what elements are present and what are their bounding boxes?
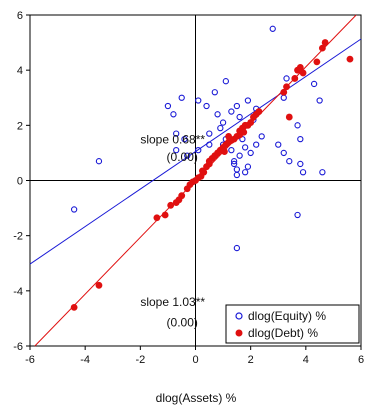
equity-point xyxy=(316,97,323,104)
legend: dlog(Equity) % dlog(Debt) % xyxy=(225,304,360,344)
equity-point xyxy=(211,89,218,96)
equity-point xyxy=(170,111,177,118)
debt-point xyxy=(299,69,307,77)
equity-point xyxy=(206,141,213,148)
equity-point xyxy=(280,94,287,101)
debt-point xyxy=(296,64,304,71)
equity-point xyxy=(230,158,238,165)
debt-point xyxy=(153,214,161,222)
equity-point xyxy=(206,130,213,137)
y-tick-label: -6 xyxy=(13,341,23,353)
equity-point xyxy=(230,160,238,168)
slope-annotation: slope 0.68** xyxy=(140,132,205,146)
equity-point xyxy=(233,102,241,110)
equity-point xyxy=(233,171,241,179)
y-tick-label: 2 xyxy=(17,120,23,132)
debt-point xyxy=(167,201,175,209)
debt-point xyxy=(178,192,186,200)
legend-debt-label: dlog(Debt) % xyxy=(248,326,318,340)
equity-point xyxy=(319,169,326,176)
equity-point xyxy=(241,144,249,151)
equity-point xyxy=(203,102,210,110)
debt-point xyxy=(346,55,354,63)
equity-point xyxy=(247,149,254,157)
debt-point xyxy=(291,75,299,82)
y-tick-label: 6 xyxy=(17,10,23,22)
equity-point xyxy=(222,78,229,85)
debt-point xyxy=(318,44,326,52)
debt-point xyxy=(247,119,255,126)
equity-point xyxy=(214,111,221,118)
x-tick-label: -2 xyxy=(135,354,145,366)
equity-point xyxy=(228,108,235,115)
equity-point xyxy=(228,147,235,154)
equity-point xyxy=(253,141,260,148)
equity-point xyxy=(173,147,180,154)
equity-point xyxy=(233,166,241,173)
y-tick-label: 0 xyxy=(17,176,23,188)
debt-point xyxy=(70,303,78,311)
debt-point xyxy=(240,128,248,136)
y-tick-label: -4 xyxy=(13,286,23,298)
debt-point xyxy=(198,167,206,175)
debt-point xyxy=(321,39,329,46)
legend-box xyxy=(225,304,360,344)
slope-annotation: (0.00) xyxy=(167,150,198,164)
equity-point xyxy=(241,169,249,176)
equity-point xyxy=(294,122,301,129)
debt-point xyxy=(280,88,288,96)
equity-point xyxy=(269,25,276,32)
equity-point xyxy=(244,97,252,104)
equity-point xyxy=(173,130,180,137)
debt-point xyxy=(161,211,169,219)
equity-point xyxy=(195,147,202,154)
equity-point xyxy=(219,119,227,126)
debt-point xyxy=(285,113,293,121)
x-tick-label: -4 xyxy=(80,354,90,366)
equity-point xyxy=(244,163,252,170)
equity-point xyxy=(164,102,172,110)
equity-point xyxy=(217,124,224,132)
legend-equity-marker xyxy=(235,312,243,320)
equity-point xyxy=(178,94,185,101)
x-axis-label: dlog(Assets) % xyxy=(156,391,237,405)
y-tick-label: 4 xyxy=(17,65,23,77)
debt-point xyxy=(252,110,260,118)
debt-point xyxy=(283,83,290,91)
slope-annotation: slope 1.03** xyxy=(140,295,205,309)
equity-point xyxy=(286,158,293,165)
equity-point xyxy=(233,244,241,252)
equity-point xyxy=(70,206,78,213)
x-tick-label: 0 xyxy=(192,354,198,366)
equity-point xyxy=(310,80,318,88)
y-tick-label: -2 xyxy=(13,231,23,243)
debt-point xyxy=(205,157,213,165)
equity-point xyxy=(283,75,290,82)
equity-point xyxy=(236,152,243,159)
equity-point xyxy=(181,135,188,143)
legend-debt-marker xyxy=(235,329,243,337)
legend-equity-label: dlog(Equity) % xyxy=(248,309,326,323)
equity-point xyxy=(280,149,287,157)
equity-point xyxy=(297,160,304,168)
x-tick-label: 4 xyxy=(303,354,309,366)
equity-point xyxy=(184,152,191,159)
slope-annotation: (0.00) xyxy=(167,316,198,330)
equity-point xyxy=(95,158,103,165)
x-tick-label: 2 xyxy=(248,354,254,366)
x-tick-label: 6 xyxy=(358,354,364,366)
debt-point xyxy=(95,281,103,289)
x-tick-label: -6 xyxy=(25,354,35,366)
debt-point xyxy=(225,132,233,140)
equity-point xyxy=(195,97,202,104)
equity-point xyxy=(236,113,243,121)
equity-point xyxy=(297,135,304,143)
equity-point xyxy=(275,141,282,148)
debt-point xyxy=(313,58,321,66)
equity-point xyxy=(258,133,265,140)
equity-point xyxy=(299,169,307,176)
equity-point xyxy=(294,211,301,219)
debt-point xyxy=(221,148,228,155)
